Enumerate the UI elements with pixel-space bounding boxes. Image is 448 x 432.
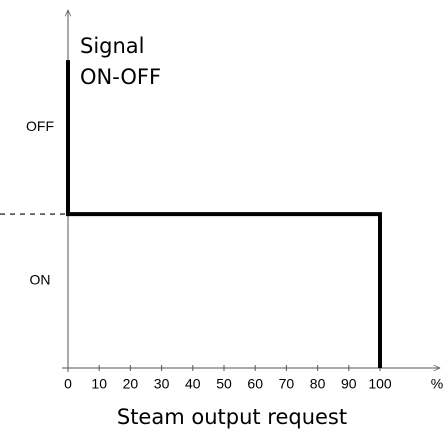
y-tick-label: ON xyxy=(30,272,51,288)
y-label: Signal xyxy=(80,34,145,58)
x-tick-label: 80 xyxy=(310,376,326,392)
x-tick-label: 100 xyxy=(368,376,392,392)
x-tick-label: 30 xyxy=(154,376,170,392)
x-tick-label: 0 xyxy=(64,376,72,392)
x-tick-label: 40 xyxy=(185,376,201,392)
y-tick-label: OFF xyxy=(26,118,54,134)
x-unit: % xyxy=(431,376,443,392)
x-tick-label: 10 xyxy=(91,376,107,392)
y-label: ON-OFF xyxy=(80,65,161,89)
x-label: Steam output request xyxy=(117,405,347,429)
x-tick-label: 90 xyxy=(341,376,357,392)
x-tick-label: 70 xyxy=(279,376,295,392)
x-tick-label: 20 xyxy=(123,376,139,392)
x-tick-label: 60 xyxy=(247,376,263,392)
x-tick-label: 50 xyxy=(216,376,232,392)
signal-line xyxy=(66,60,382,368)
